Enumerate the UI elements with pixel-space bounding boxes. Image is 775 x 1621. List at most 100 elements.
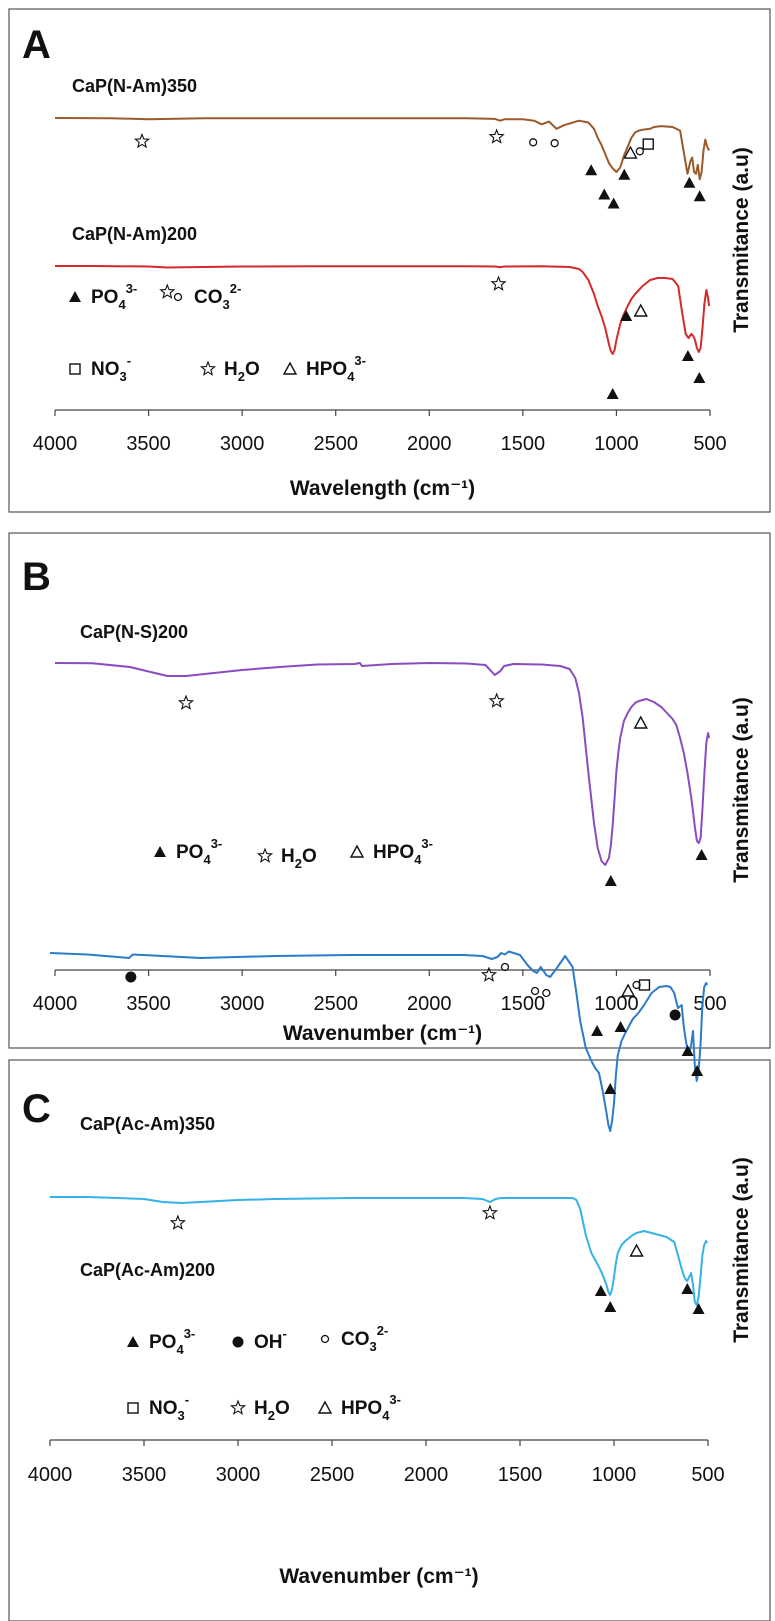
x-tick-label: 500 [693,993,726,1015]
legend-label-4: H2O [254,1398,290,1423]
y-axis-title: Transmitance (a.u) [730,147,753,333]
peak-marker-circle [500,962,510,972]
legend-label-1: OH- [254,1326,287,1353]
legend-symbol-square [69,363,81,375]
legend-symbol-star [199,360,217,376]
legend-label-1: H2O [281,846,317,871]
legend-label-0: PO43- [91,281,137,312]
x-tick-label: 3000 [216,1464,261,1486]
x-tick-label: 1000 [594,433,639,455]
peak-marker-star [169,1214,186,1230]
peak-marker-tri [681,350,694,361]
legend-label-1: CO32- [194,281,241,312]
legend-label-2: HPO43- [373,836,433,867]
legend-symbol-star [229,1399,247,1415]
x-tick-label: 1500 [501,993,546,1015]
x-tick-label: 3500 [122,1464,167,1486]
series-label: CaP(N-Am)200 [72,224,197,244]
peak-marker-tri [691,1065,704,1076]
peak-marker-tri [614,1021,627,1032]
legend-label-5: HPO43- [341,1392,401,1423]
panel-frame [8,8,771,513]
peak-marker-star [488,128,505,144]
panel-frame [8,532,771,1049]
panel-frame [8,1059,771,1621]
x-tick-label: 1000 [594,993,639,1015]
x-tick-label: 3000 [220,433,265,455]
x-axis-title: Wavenumber (cm⁻¹) [279,1565,478,1588]
legend-symbol-otri [317,1400,333,1414]
peak-marker-tri [606,388,619,399]
legend-label-2: CO32- [341,1323,388,1354]
series-line-CaP(N-Am)200 [55,265,711,355]
legend-label-0: PO43- [176,836,222,867]
panel-b: B 4000 3500 3000 2500 2000 1500 1000 500 Wavenumb… [8,532,771,1049]
x-tick-label: 3500 [126,993,171,1015]
x-tick-label: 1500 [498,1464,543,1486]
peak-marker-tri [591,1025,604,1036]
series-line-CaP(Ac-Am)200 [50,1196,708,1306]
peak-marker-tri [693,372,706,383]
peak-marker-tri [692,1303,705,1314]
panel-a: A 4000 3500 3000 2500 2000 1500 1000 500 Waveleng… [8,8,771,513]
series-line-CaP(N-Am)350 [54,117,710,181]
legend-symbol-tri [154,846,166,857]
series-label: CaP(Ac-Am)200 [80,1260,215,1280]
x-tick-label: 1000 [592,1464,637,1486]
x-tick-label: 2000 [407,993,452,1015]
legend-symbol-star [256,847,274,863]
y-axis-title: Transmitance (a.u) [730,697,753,883]
peak-marker-tri [598,188,611,200]
peak-marker-dot [125,971,137,983]
peak-marker-square [642,138,654,150]
peak-marker-tri [604,1083,617,1094]
peak-marker-dot [669,1009,681,1021]
peak-marker-tri [618,168,631,180]
panel-letter: A [22,23,51,67]
legend-symbol-tri [127,1336,139,1347]
legend-label-3: H2O [224,359,260,384]
legend-symbol-tri [69,291,81,302]
legend-label-3: NO3- [149,1392,189,1423]
peak-marker-circle [542,988,551,998]
legend-label-4: HPO43- [306,353,366,384]
x-tick-label: 4000 [33,433,78,455]
peak-marker-otri [633,303,648,317]
x-tick-label: 2500 [310,1464,355,1486]
x-tick-label: 4000 [28,1464,73,1486]
peak-marker-star [159,283,176,299]
x-tick-label: 2000 [404,1464,449,1486]
legend-label-0: PO43- [149,1326,195,1357]
panel-letter: B [22,555,51,599]
peak-marker-tri [693,190,706,202]
peak-marker-tri [683,176,696,188]
legend-symbol-circle [320,1334,330,1344]
peak-marker-star [488,692,505,708]
series-label: CaP(N-Am)350 [72,76,197,96]
legend-symbol-circle [173,292,183,302]
peak-marker-star [133,132,151,149]
peak-marker-otri [633,715,648,729]
peak-marker-star [480,966,498,982]
legend-symbol-otri [349,844,365,858]
peak-marker-star [481,1204,499,1220]
x-axis-title: Wavelength (cm⁻¹) [290,477,475,500]
peak-marker-tri [681,1283,694,1294]
x-axis-title: Wavenumber (cm⁻¹) [283,1022,482,1045]
peak-marker-circle [529,138,538,147]
legend-symbol-square [127,1402,139,1414]
x-tick-label: 2000 [407,433,452,455]
peak-marker-square [638,979,651,991]
x-tick-label: 500 [691,1464,724,1486]
legend-symbol-dot [232,1336,244,1348]
x-tick-label: 3000 [220,993,265,1015]
peak-marker-star [177,694,195,710]
panel-letter: C [22,1087,51,1131]
peak-marker-otri [623,145,638,159]
peak-marker-circle [530,986,540,996]
peak-marker-tri [620,310,633,321]
peak-marker-tri [607,197,620,209]
x-tick-label: 2500 [313,433,358,455]
x-tick-label: 2500 [313,993,358,1015]
y-axis-title: Transmitance (a.u) [730,1157,753,1343]
